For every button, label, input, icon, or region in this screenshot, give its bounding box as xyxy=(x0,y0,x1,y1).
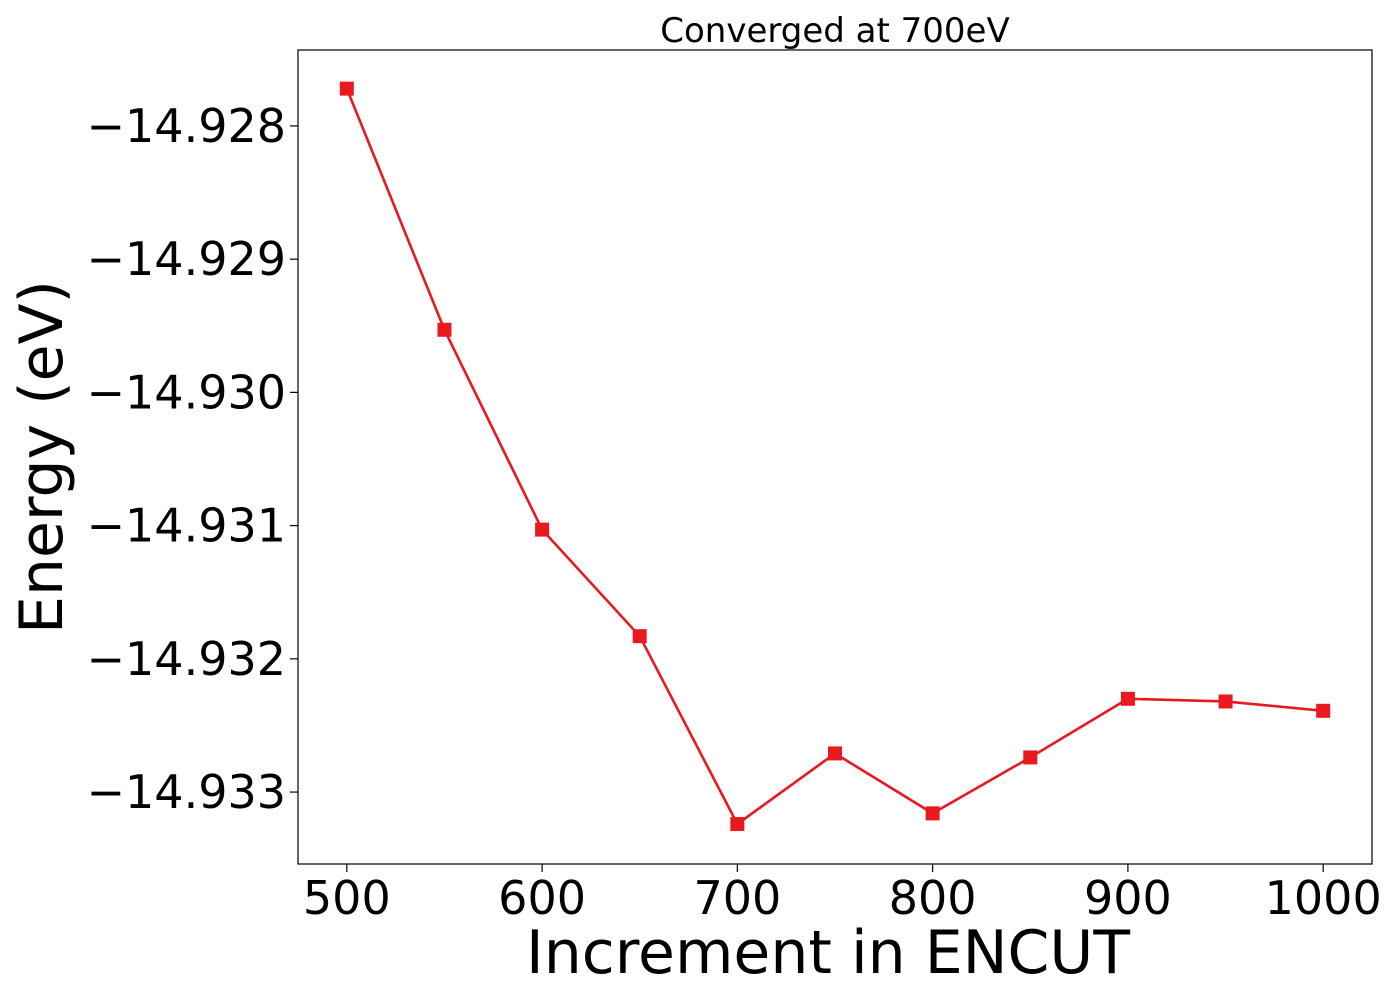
chart-title: Converged at 700eV xyxy=(660,11,1009,51)
y-tick-label: −14.929 xyxy=(87,232,287,286)
x-tick-label: 1000 xyxy=(1265,871,1382,925)
data-point xyxy=(1218,694,1233,709)
data-point xyxy=(1023,750,1038,765)
y-tick-label: −14.931 xyxy=(87,499,287,553)
x-tick-label: 900 xyxy=(1084,871,1172,925)
data-point xyxy=(339,81,354,96)
x-tick-label: 700 xyxy=(693,871,781,925)
data-point xyxy=(730,817,745,832)
x-tick-label: 800 xyxy=(889,871,977,925)
data-point xyxy=(925,806,940,821)
x-axis-ticks: 500 600 700 800 900 1000 xyxy=(303,864,1382,925)
plot-area-frame xyxy=(297,49,1373,865)
y-tick-label: −14.930 xyxy=(87,365,287,419)
y-tick-label: −14.932 xyxy=(87,632,287,686)
y-tick-label: −14.933 xyxy=(87,765,287,819)
y-tick-label: −14.928 xyxy=(87,99,287,153)
data-point xyxy=(535,522,550,537)
x-tick-label: 500 xyxy=(303,871,391,925)
data-point xyxy=(828,746,842,761)
y-axis-label: Energy (eV) xyxy=(7,280,77,634)
data-point xyxy=(1316,703,1331,718)
y-axis-ticks: −14.928 −14.929 −14.930 −14.931 −14.932 −14.9… xyxy=(87,99,298,819)
data-point xyxy=(437,322,452,337)
data-point xyxy=(632,629,647,644)
x-tick-label: 600 xyxy=(498,871,586,925)
x-axis-label: Increment in ENCUT xyxy=(526,918,1130,988)
series-layer xyxy=(339,81,1331,832)
data-point xyxy=(1120,691,1135,706)
series-line xyxy=(345,88,1324,826)
